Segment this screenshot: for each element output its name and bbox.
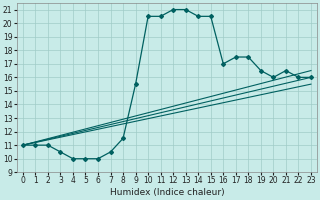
X-axis label: Humidex (Indice chaleur): Humidex (Indice chaleur) [109,188,224,197]
